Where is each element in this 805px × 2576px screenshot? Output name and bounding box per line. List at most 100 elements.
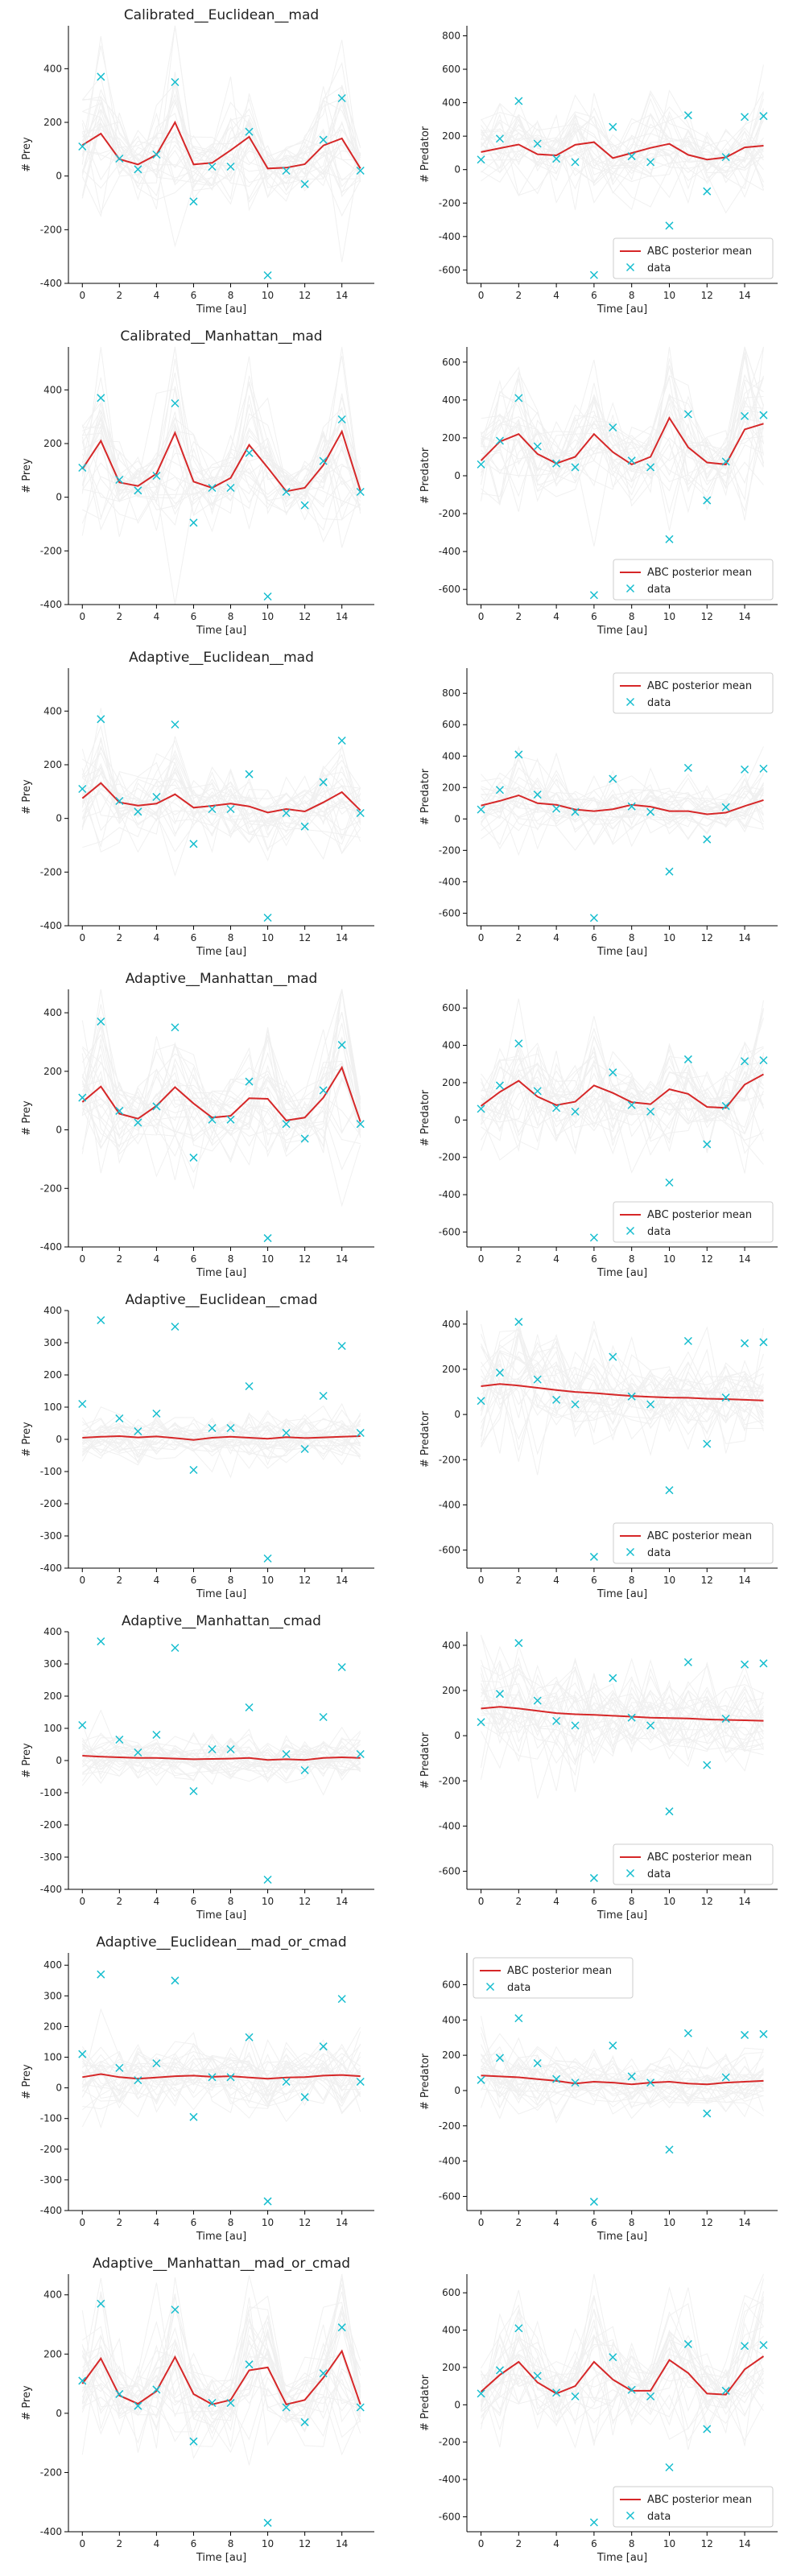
sample-trajectory [81,2305,361,2420]
data-point-stroke [189,2437,198,2446]
data-point [609,774,617,783]
data-point [646,1107,655,1116]
sample-trajectory [481,2048,764,2115]
data-point-stroke [171,1023,180,1032]
x-tick-label: 6 [191,2538,197,2549]
data-point-stroke [477,1397,485,1406]
sample-trajectory [481,746,764,825]
sample-trajectory [481,109,764,214]
data-point [226,1423,235,1433]
y-tick-label: -400 [439,876,460,887]
y-tick-label: -200 [439,2437,460,2448]
data-point-stroke [589,2518,598,2527]
x-tick-label: 4 [553,1896,559,1907]
sample-trajectory [81,97,361,197]
legend-mean-label: ABC posterior mean [647,567,752,579]
sample-trajectory [481,759,764,829]
x-tick-label: 14 [336,2538,348,2549]
data-point-stroke [134,2076,142,2085]
sample-trajectory [481,395,764,492]
sample-trajectory [481,2046,764,2112]
y-tick-label: -200 [40,866,62,877]
sample-trajectory [481,778,764,833]
sample-trajectory [81,358,361,521]
data-point [171,2306,180,2314]
sample-trajectory [81,989,361,1164]
data-point-stroke [683,410,692,419]
x-tick-label: 14 [738,1896,750,1907]
y-tick-label: -200 [439,844,460,856]
legend-mean-label: ABC posterior mean [647,680,752,692]
x-tick-label: 4 [553,2217,559,2228]
y-tick-label: 400 [442,1319,460,1330]
data-point-stroke [514,394,523,402]
sample-trajectory [82,1420,361,1450]
sample-trajectory [481,93,764,190]
x-axis-label: Time [au] [597,1267,647,1279]
data-point-stroke [152,792,161,802]
sample-trajectory [81,766,361,877]
data-point [152,471,161,481]
sample-trajectory [82,2291,361,2429]
data-point [477,155,485,164]
data-point-stroke [78,1399,87,1409]
sample-trajectory [481,89,764,180]
data-point-stroke [646,2392,655,2401]
legend-data-swatch [625,697,635,707]
data-point-stroke [759,764,768,773]
sample-trajectory [81,1732,361,1780]
data-point [703,2109,712,2118]
sample-trajectory [481,1664,764,1747]
data-point [533,791,542,799]
sample-trajectory [81,2041,361,2101]
data-point [589,1873,598,1882]
sample-trajectory [81,2044,361,2111]
data-point [245,448,254,457]
subplot-15: 0 2 4 6 8 10 12 14 -600 -400 -200 0 200 400 600 Time [a… [419,2273,778,2564]
data-point-stroke [97,72,105,81]
sample-trajectory [481,415,764,477]
data-point-stroke [721,1393,730,1402]
sample-trajectory [81,89,361,184]
sample-trajectory [481,2037,764,2095]
sample-trajectory [81,1034,361,1110]
data-point [134,1748,142,1757]
sample-trajectory [81,1053,361,1174]
data-point [552,804,561,813]
sample-trajectory [81,739,361,835]
x-tick-label: 12 [299,290,311,301]
data-point-stroke [665,221,674,230]
x-tick-label: 12 [299,932,311,943]
data-point-stroke [282,2077,291,2087]
sample-trajectory [81,2306,361,2413]
sample-trajectory [81,2053,361,2114]
data-point [97,2299,105,2308]
x-tick-label: 12 [701,1253,713,1265]
sample-trajectory [81,419,361,502]
sample-trajectory [81,432,361,503]
posterior-samples [481,745,764,857]
sample-trajectory [82,2046,361,2107]
data-point [319,1086,328,1095]
sample-trajectory [481,93,764,184]
y-tick-label: -600 [439,907,460,919]
x-tick-label: 8 [629,1896,635,1907]
sample-trajectory [481,782,764,829]
data-point-stroke [319,1712,328,1722]
data-point [627,1713,636,1722]
data-point [495,436,504,445]
data-point-stroke [245,1077,254,1086]
x-tick-label: 6 [591,2538,597,2549]
data-point-stroke [741,2030,749,2039]
x-tick-label: 4 [154,1575,160,1586]
legend-box [613,237,774,279]
sample-trajectory [481,2300,764,2436]
data-point-stroke [78,463,87,473]
data-point [759,1659,768,1668]
sample-trajectory [81,1012,361,1142]
data-point-stroke [189,840,198,848]
data-point [78,784,87,794]
data-point-stroke [263,1234,272,1243]
sample-trajectory [481,356,764,462]
sample-trajectory [81,747,361,845]
